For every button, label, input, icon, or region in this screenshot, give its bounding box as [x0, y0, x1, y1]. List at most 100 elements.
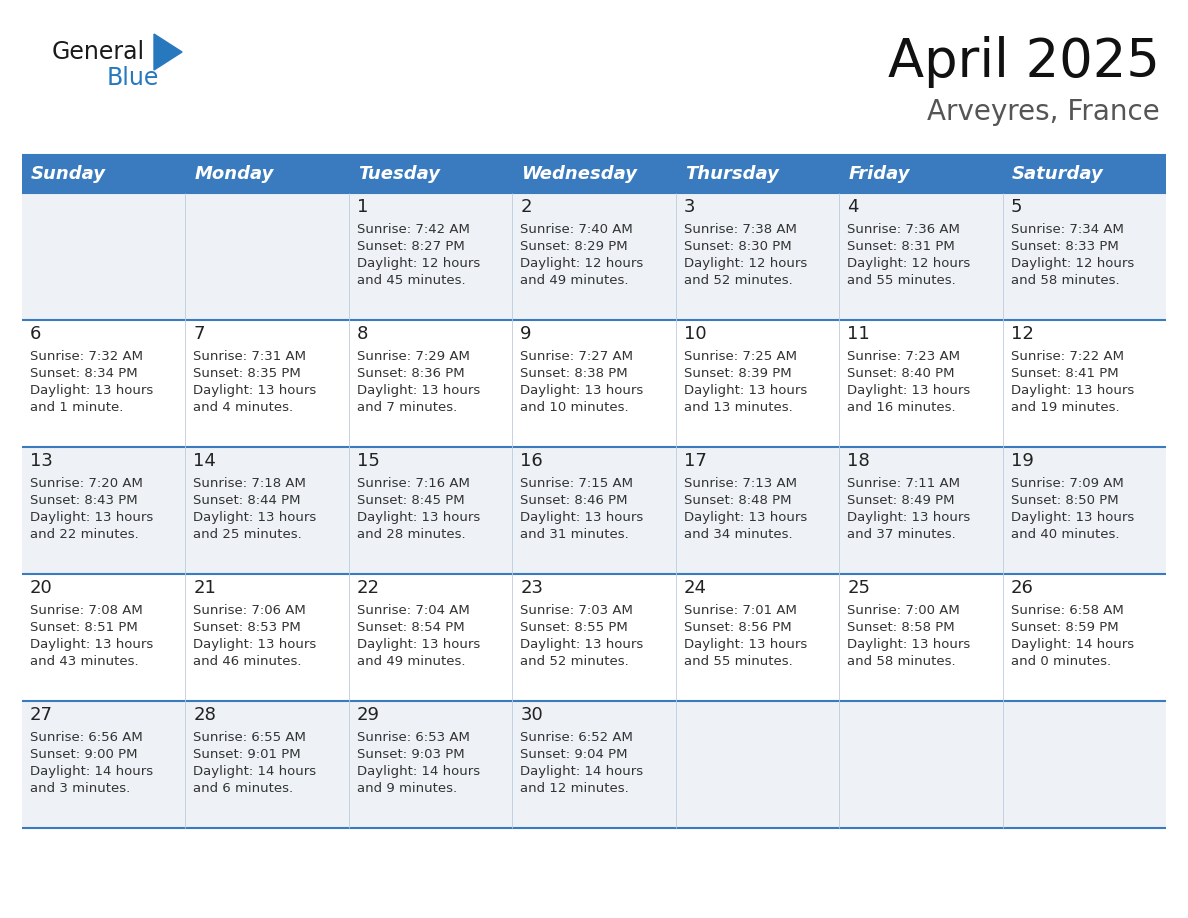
- Bar: [349, 155, 512, 193]
- Text: 25: 25: [847, 579, 870, 597]
- Text: Daylight: 13 hours: Daylight: 13 hours: [684, 511, 807, 524]
- Text: Daylight: 14 hours: Daylight: 14 hours: [30, 765, 153, 778]
- Text: 12: 12: [1011, 325, 1034, 343]
- Text: 26: 26: [1011, 579, 1034, 597]
- Text: Sunrise: 7:13 AM: Sunrise: 7:13 AM: [684, 477, 797, 490]
- Text: and 52 minutes.: and 52 minutes.: [520, 655, 628, 668]
- Text: 17: 17: [684, 452, 707, 470]
- Text: Monday: Monday: [195, 165, 273, 183]
- Text: and 9 minutes.: and 9 minutes.: [356, 782, 457, 795]
- Text: and 13 minutes.: and 13 minutes.: [684, 401, 792, 414]
- Text: Tuesday: Tuesday: [358, 165, 440, 183]
- Text: Sunset: 8:33 PM: Sunset: 8:33 PM: [1011, 240, 1118, 253]
- Text: 20: 20: [30, 579, 52, 597]
- Text: Sunset: 8:59 PM: Sunset: 8:59 PM: [1011, 621, 1118, 634]
- Text: 11: 11: [847, 325, 870, 343]
- Text: Daylight: 14 hours: Daylight: 14 hours: [520, 765, 644, 778]
- Bar: [23, 447, 1165, 574]
- Bar: [23, 155, 185, 193]
- Text: Sunday: Sunday: [31, 165, 106, 183]
- Text: Sunrise: 7:00 AM: Sunrise: 7:00 AM: [847, 604, 960, 617]
- Text: Sunrise: 7:04 AM: Sunrise: 7:04 AM: [356, 604, 469, 617]
- Text: Sunrise: 7:32 AM: Sunrise: 7:32 AM: [30, 350, 143, 363]
- Text: Daylight: 13 hours: Daylight: 13 hours: [520, 511, 644, 524]
- Text: Arveyres, France: Arveyres, France: [928, 98, 1159, 126]
- Text: Daylight: 13 hours: Daylight: 13 hours: [356, 638, 480, 651]
- Text: Daylight: 13 hours: Daylight: 13 hours: [684, 384, 807, 397]
- Text: and 16 minutes.: and 16 minutes.: [847, 401, 956, 414]
- Text: and 22 minutes.: and 22 minutes.: [30, 528, 139, 541]
- Text: Sunrise: 6:58 AM: Sunrise: 6:58 AM: [1011, 604, 1124, 617]
- Text: April 2025: April 2025: [889, 36, 1159, 88]
- Text: Daylight: 13 hours: Daylight: 13 hours: [356, 511, 480, 524]
- Bar: [676, 155, 839, 193]
- Text: 2: 2: [520, 198, 532, 216]
- Text: Daylight: 13 hours: Daylight: 13 hours: [356, 384, 480, 397]
- Text: Sunset: 8:40 PM: Sunset: 8:40 PM: [847, 367, 955, 380]
- Text: Wednesday: Wednesday: [522, 165, 637, 183]
- Text: Sunset: 8:41 PM: Sunset: 8:41 PM: [1011, 367, 1118, 380]
- Text: 30: 30: [520, 706, 543, 724]
- Text: Sunrise: 7:34 AM: Sunrise: 7:34 AM: [1011, 223, 1124, 236]
- Text: Thursday: Thursday: [684, 165, 778, 183]
- Text: and 19 minutes.: and 19 minutes.: [1011, 401, 1119, 414]
- Text: Sunrise: 7:01 AM: Sunrise: 7:01 AM: [684, 604, 797, 617]
- Bar: [839, 155, 1003, 193]
- Bar: [23, 320, 1165, 447]
- Text: and 12 minutes.: and 12 minutes.: [520, 782, 628, 795]
- Text: and 46 minutes.: and 46 minutes.: [194, 655, 302, 668]
- Text: and 37 minutes.: and 37 minutes.: [847, 528, 956, 541]
- Text: Sunset: 8:53 PM: Sunset: 8:53 PM: [194, 621, 302, 634]
- Text: Daylight: 14 hours: Daylight: 14 hours: [194, 765, 316, 778]
- Text: Daylight: 13 hours: Daylight: 13 hours: [684, 638, 807, 651]
- Text: 15: 15: [356, 452, 380, 470]
- Text: Sunset: 8:30 PM: Sunset: 8:30 PM: [684, 240, 791, 253]
- Bar: [185, 155, 349, 193]
- Text: and 45 minutes.: and 45 minutes.: [356, 274, 466, 287]
- Text: Sunrise: 7:20 AM: Sunrise: 7:20 AM: [30, 477, 143, 490]
- Text: and 28 minutes.: and 28 minutes.: [356, 528, 466, 541]
- Text: 16: 16: [520, 452, 543, 470]
- Text: Daylight: 13 hours: Daylight: 13 hours: [520, 384, 644, 397]
- Text: 27: 27: [30, 706, 53, 724]
- Text: Sunset: 8:55 PM: Sunset: 8:55 PM: [520, 621, 628, 634]
- Text: Sunrise: 7:36 AM: Sunrise: 7:36 AM: [847, 223, 960, 236]
- Text: Sunset: 9:03 PM: Sunset: 9:03 PM: [356, 748, 465, 761]
- Text: and 55 minutes.: and 55 minutes.: [684, 655, 792, 668]
- Text: Daylight: 13 hours: Daylight: 13 hours: [30, 511, 153, 524]
- Text: Sunrise: 7:03 AM: Sunrise: 7:03 AM: [520, 604, 633, 617]
- Text: and 49 minutes.: and 49 minutes.: [520, 274, 628, 287]
- Bar: [1003, 155, 1165, 193]
- Text: Sunset: 8:51 PM: Sunset: 8:51 PM: [30, 621, 138, 634]
- Text: Daylight: 13 hours: Daylight: 13 hours: [847, 511, 971, 524]
- Text: and 58 minutes.: and 58 minutes.: [847, 655, 956, 668]
- Text: and 40 minutes.: and 40 minutes.: [1011, 528, 1119, 541]
- Text: Sunset: 8:38 PM: Sunset: 8:38 PM: [520, 367, 628, 380]
- Text: Sunset: 8:31 PM: Sunset: 8:31 PM: [847, 240, 955, 253]
- Text: Sunset: 9:04 PM: Sunset: 9:04 PM: [520, 748, 627, 761]
- Text: Sunrise: 7:18 AM: Sunrise: 7:18 AM: [194, 477, 307, 490]
- Text: and 34 minutes.: and 34 minutes.: [684, 528, 792, 541]
- Text: Daylight: 12 hours: Daylight: 12 hours: [1011, 257, 1133, 270]
- Text: General: General: [52, 40, 145, 64]
- Text: Sunrise: 7:42 AM: Sunrise: 7:42 AM: [356, 223, 469, 236]
- Text: 8: 8: [356, 325, 368, 343]
- Text: 22: 22: [356, 579, 380, 597]
- Text: 29: 29: [356, 706, 380, 724]
- Text: Sunrise: 7:11 AM: Sunrise: 7:11 AM: [847, 477, 960, 490]
- Text: 6: 6: [30, 325, 42, 343]
- Text: Sunset: 8:45 PM: Sunset: 8:45 PM: [356, 494, 465, 507]
- Text: and 6 minutes.: and 6 minutes.: [194, 782, 293, 795]
- Text: 3: 3: [684, 198, 695, 216]
- Text: Sunrise: 7:38 AM: Sunrise: 7:38 AM: [684, 223, 797, 236]
- Text: and 58 minutes.: and 58 minutes.: [1011, 274, 1119, 287]
- Text: Daylight: 13 hours: Daylight: 13 hours: [30, 384, 153, 397]
- Text: Sunrise: 7:40 AM: Sunrise: 7:40 AM: [520, 223, 633, 236]
- Bar: [23, 701, 1165, 828]
- Text: Sunset: 8:50 PM: Sunset: 8:50 PM: [1011, 494, 1118, 507]
- Text: Sunset: 8:56 PM: Sunset: 8:56 PM: [684, 621, 791, 634]
- Text: Sunrise: 7:09 AM: Sunrise: 7:09 AM: [1011, 477, 1124, 490]
- Text: 14: 14: [194, 452, 216, 470]
- Text: Sunrise: 7:31 AM: Sunrise: 7:31 AM: [194, 350, 307, 363]
- Text: Sunrise: 6:56 AM: Sunrise: 6:56 AM: [30, 731, 143, 744]
